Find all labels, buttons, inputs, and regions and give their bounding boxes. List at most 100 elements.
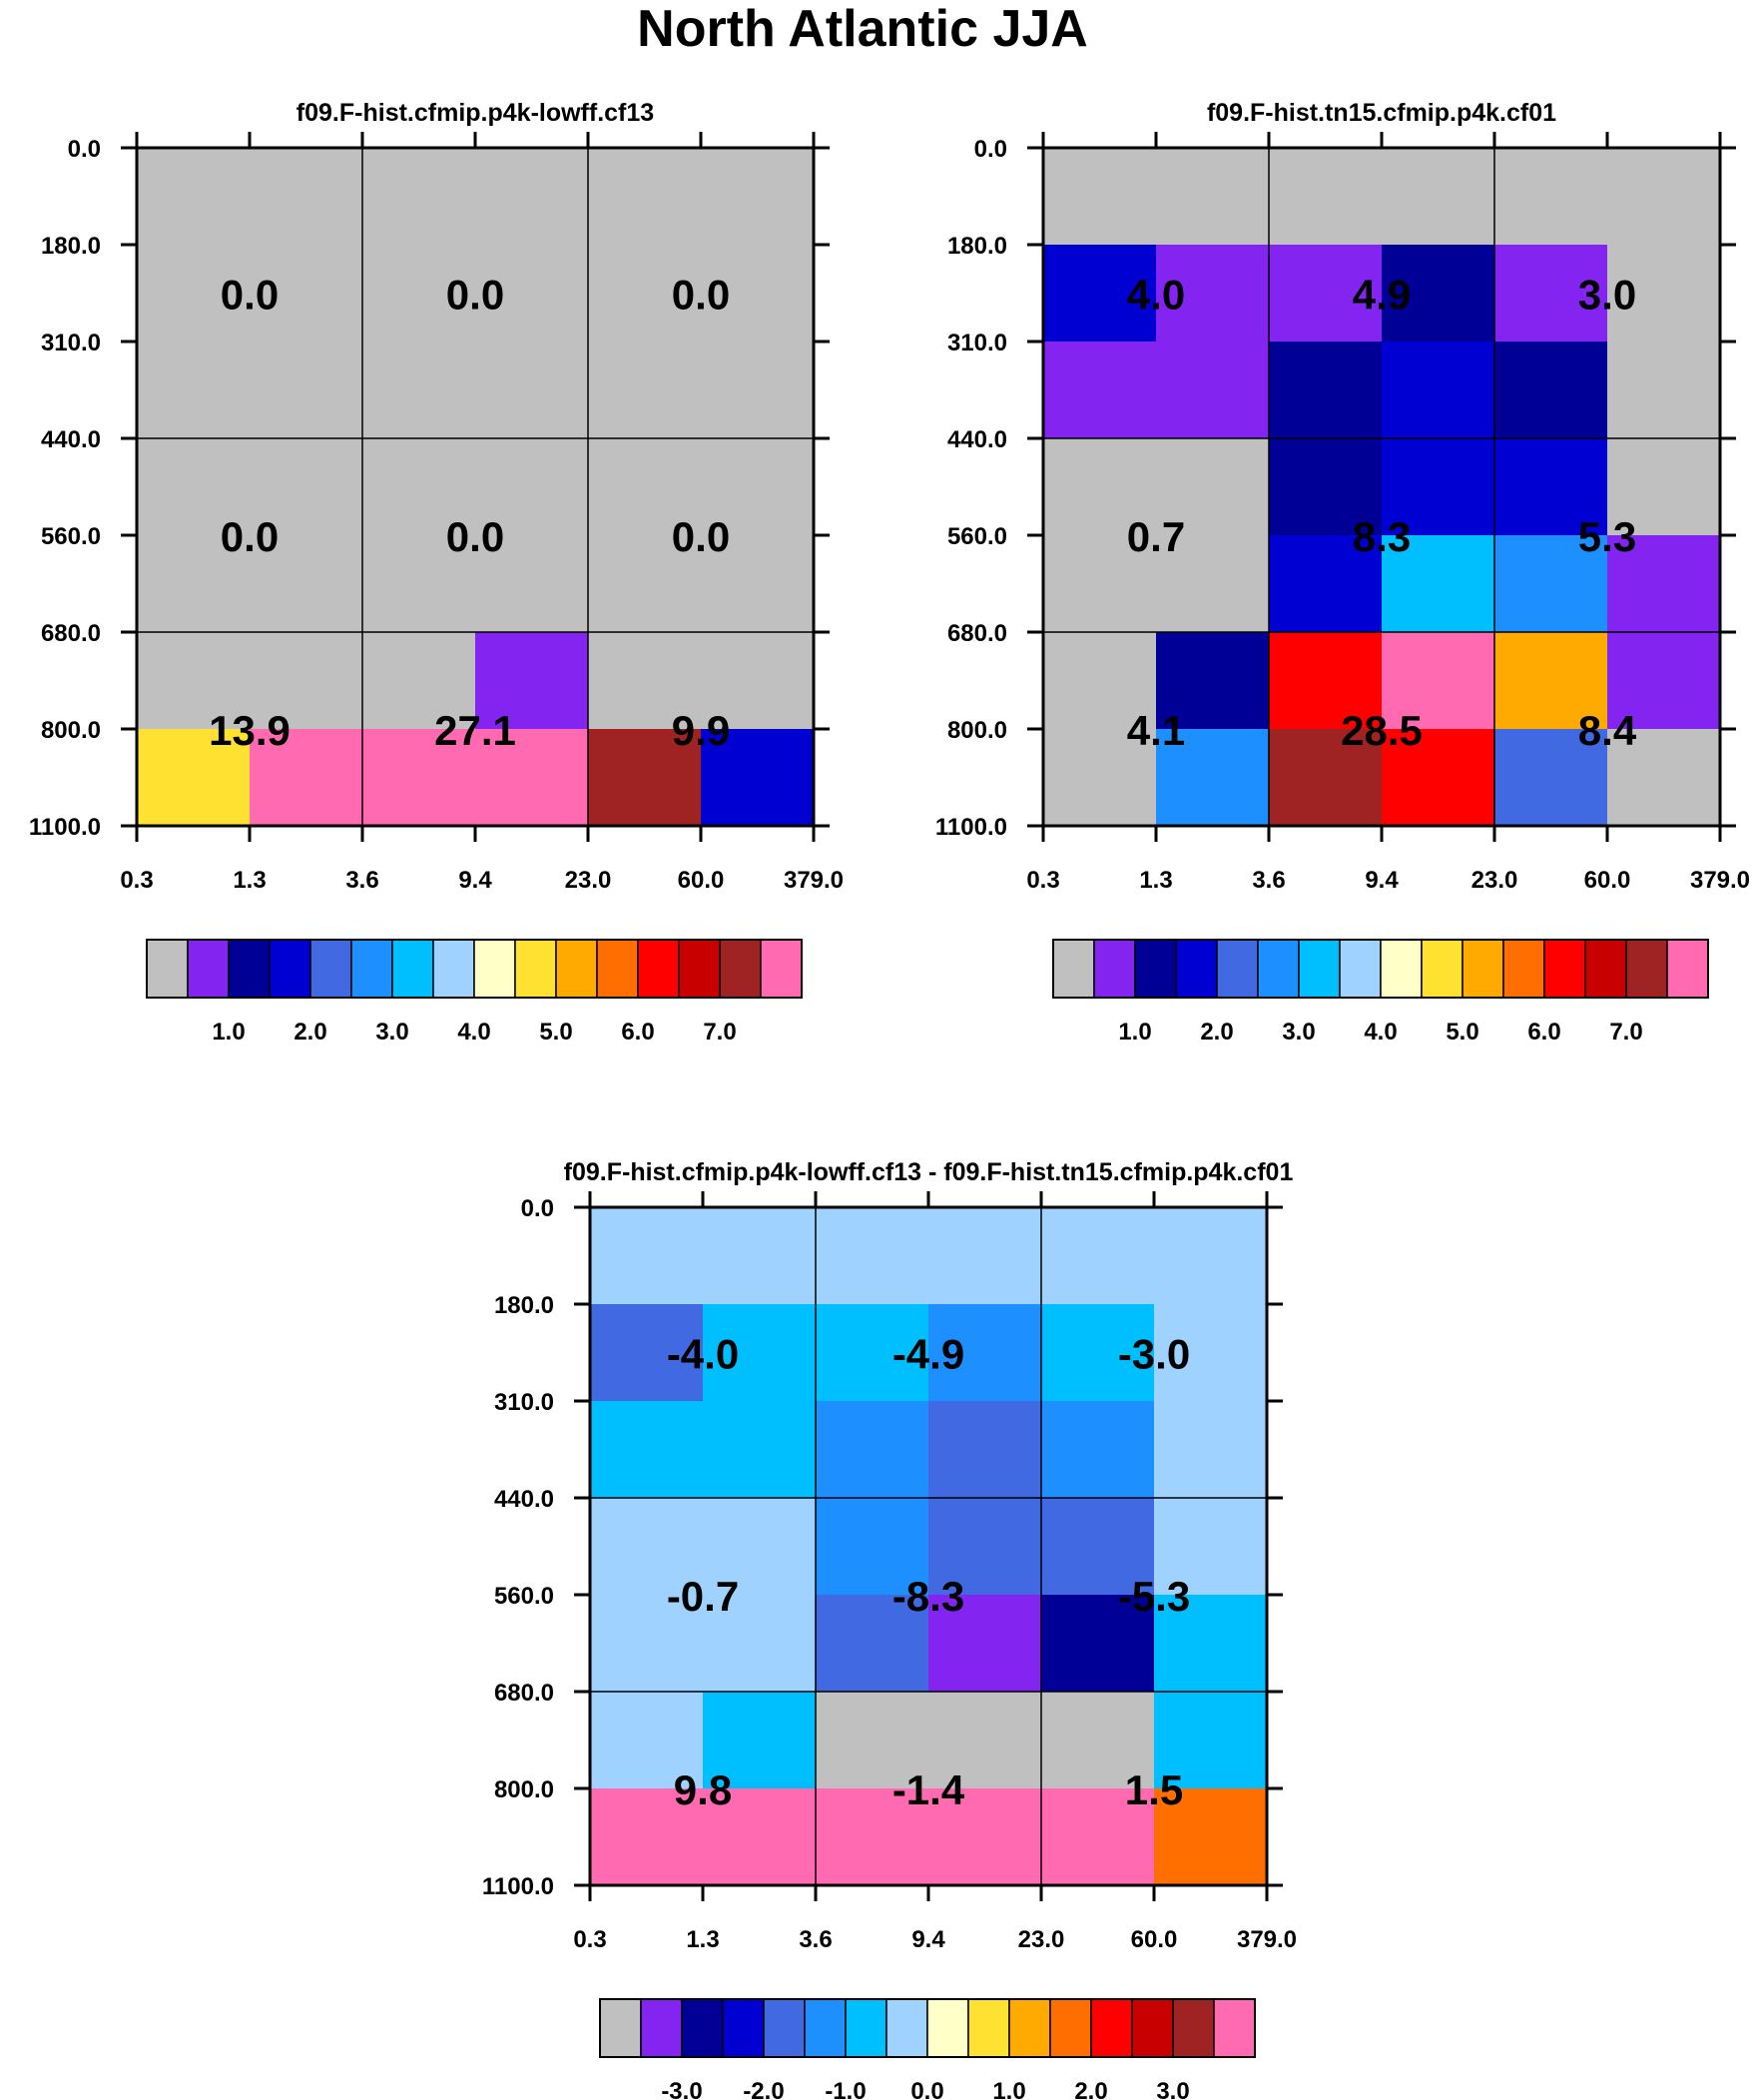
colorbar-swatch bbox=[681, 1998, 724, 2058]
cell-group-value: 9.9 bbox=[672, 707, 730, 754]
colorbar-label: 2.0 bbox=[1074, 2078, 1107, 2100]
colorbar-swatch bbox=[926, 1998, 969, 2058]
colorbar-swatch bbox=[599, 1998, 642, 2058]
y-tick-label: 310.0 bbox=[41, 330, 101, 356]
heatmap-cell bbox=[590, 1692, 704, 1789]
colorbar-swatch bbox=[1008, 1998, 1051, 2058]
heatmap-cell bbox=[1154, 1207, 1268, 1305]
y-tick-label: 680.0 bbox=[41, 620, 101, 647]
colorbar-swatch bbox=[432, 939, 475, 999]
x-tick-label: 3.6 bbox=[345, 867, 378, 894]
heatmap-cell bbox=[588, 148, 702, 246]
colorbar-swatch bbox=[1339, 939, 1382, 999]
heatmap-cell bbox=[475, 342, 589, 439]
heatmap-cell bbox=[701, 632, 815, 730]
panel-title: f09.F-hist.cfmip.p4k-lowff.cf13 - f09.F-… bbox=[564, 1158, 1294, 1186]
colorbar-swatch bbox=[1298, 939, 1341, 999]
colorbar-swatch bbox=[146, 939, 189, 999]
heatmap-cell bbox=[1607, 342, 1721, 439]
heatmap-cell bbox=[1156, 729, 1270, 827]
heatmap-cell bbox=[1494, 438, 1608, 536]
y-tick-label: 560.0 bbox=[947, 523, 1007, 550]
heatmap-cell bbox=[1156, 535, 1270, 633]
y-tick-label: 560.0 bbox=[41, 523, 101, 550]
cell-group-value: 0.0 bbox=[446, 513, 504, 560]
colorbar-swatch bbox=[228, 939, 271, 999]
heatmap-cell bbox=[1607, 148, 1721, 246]
heatmap-cell bbox=[1269, 438, 1383, 536]
colorbar-swatch bbox=[350, 939, 393, 999]
heatmap-cell bbox=[1494, 632, 1608, 730]
cell-group-value: 0.0 bbox=[672, 513, 730, 560]
cell-group-value: 8.3 bbox=[1353, 513, 1411, 560]
colorbar-label: 6.0 bbox=[621, 1019, 654, 1046]
heatmap-cell bbox=[1269, 148, 1383, 246]
colorbar-swatch bbox=[763, 1998, 806, 2058]
heatmap-cell bbox=[701, 729, 815, 827]
colorbar-swatch bbox=[596, 939, 639, 999]
heatmap-cell bbox=[1382, 342, 1495, 439]
colorbar-swatch bbox=[514, 939, 557, 999]
colorbar-swatch bbox=[1666, 939, 1709, 999]
heatmap-cell bbox=[1154, 1692, 1268, 1789]
colorbar-swatch bbox=[309, 939, 352, 999]
colorbar-label: -1.0 bbox=[825, 2078, 866, 2100]
y-tick-label: 0.0 bbox=[68, 136, 101, 163]
y-tick-label: 440.0 bbox=[41, 426, 101, 453]
heatmap-cell bbox=[1041, 1595, 1155, 1693]
heatmap-cell bbox=[250, 148, 363, 246]
cell-group-value: -1.4 bbox=[892, 1766, 965, 1813]
colorbar-swatch bbox=[1625, 939, 1668, 999]
x-tick-label: 379.0 bbox=[1237, 1926, 1297, 1953]
heatmap-cell bbox=[1156, 632, 1270, 730]
colorbar-label: -2.0 bbox=[743, 2078, 784, 2100]
heatmap-cell bbox=[1041, 1401, 1155, 1499]
heatmap-cell bbox=[703, 1692, 817, 1789]
heatmap-cell bbox=[475, 438, 589, 536]
heatmap-cell bbox=[475, 535, 589, 633]
heatmap-cell bbox=[590, 1595, 704, 1693]
y-tick-label: 800.0 bbox=[947, 717, 1007, 744]
heatmap-cell bbox=[137, 342, 251, 439]
y-tick-label: 680.0 bbox=[947, 620, 1007, 647]
colorbar-swatch bbox=[1131, 1998, 1174, 2058]
heatmap-cell bbox=[590, 1788, 704, 1886]
cell-group-value: 0.7 bbox=[1127, 513, 1185, 560]
cell-group-value: 3.0 bbox=[1578, 272, 1636, 319]
heatmap-cell bbox=[928, 1207, 1042, 1305]
heatmap-cell bbox=[703, 1595, 817, 1693]
heatmap-cell bbox=[1043, 245, 1157, 343]
colorbar-swatch bbox=[804, 1998, 847, 2058]
x-tick-label: 3.6 bbox=[799, 1926, 832, 1953]
colorbar-swatch bbox=[1175, 939, 1218, 999]
colorbar-label: 4.0 bbox=[457, 1019, 490, 1046]
colorbar-label: 1.0 bbox=[212, 1019, 245, 1046]
colorbar-swatch bbox=[1052, 939, 1095, 999]
heatmap-cell bbox=[703, 1498, 817, 1596]
heatmap-cell bbox=[1154, 1498, 1268, 1596]
colorbar-swatch bbox=[719, 939, 762, 999]
heatmap-cell bbox=[1494, 148, 1608, 246]
colorbar-swatch bbox=[845, 1998, 887, 2058]
heatmap-cell bbox=[590, 1498, 704, 1596]
heatmap-cell bbox=[1156, 438, 1270, 536]
colorbar-swatch bbox=[885, 1998, 928, 2058]
heatmap-cell bbox=[816, 1401, 929, 1499]
heatmap-cell bbox=[362, 148, 476, 246]
colorbar-swatch bbox=[637, 939, 680, 999]
heatmap-cell bbox=[475, 245, 589, 343]
heatmap-cell bbox=[362, 438, 476, 536]
colorbar-swatch bbox=[760, 939, 803, 999]
colorbar-frame bbox=[1052, 939, 1709, 999]
heatmap-cell bbox=[816, 1304, 929, 1402]
heatmap-cell bbox=[137, 632, 251, 730]
heatmap-cell bbox=[588, 729, 702, 827]
heatmap-cell bbox=[703, 1401, 817, 1499]
colorbar-swatch bbox=[1380, 939, 1423, 999]
y-tick-label: 440.0 bbox=[947, 426, 1007, 453]
colorbar-swatch bbox=[1462, 939, 1504, 999]
heatmap-cell bbox=[250, 342, 363, 439]
colorbar-label: 3.0 bbox=[1282, 1019, 1315, 1046]
heatmap-cell bbox=[1154, 1304, 1268, 1402]
